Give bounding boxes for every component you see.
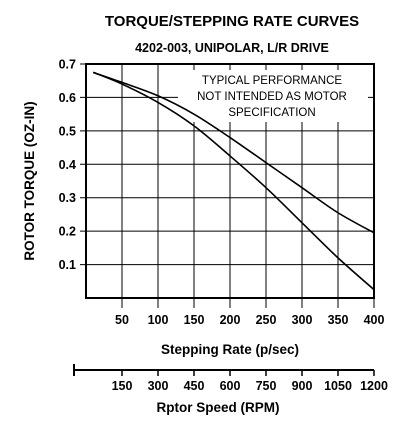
curves xyxy=(92,71,375,291)
y-tick-label: 0.4 xyxy=(59,158,76,172)
rpm-tick-label: 300 xyxy=(148,379,169,393)
rpm-tick-label: 1050 xyxy=(324,379,352,393)
rpm-tick-label: 1200 xyxy=(360,379,388,393)
y-tick-label: 0.2 xyxy=(59,225,76,239)
annotation-line-2: NOT INTENDED AS MOTOR xyxy=(197,91,347,103)
rpm-tick-label: 600 xyxy=(220,379,241,393)
y-tick-label: 0.1 xyxy=(59,258,76,272)
x-tick-label: 400 xyxy=(364,313,385,327)
chart-title: TORQUE/STEPPING RATE CURVES xyxy=(105,13,359,30)
x-axis-label: Stepping Rate (p/sec) xyxy=(161,342,299,357)
annotation-line-1: TYPICAL PERFORMANCE xyxy=(202,75,342,87)
x-tick-labels: 50 100 150 200 250 300 350 400 xyxy=(115,313,384,327)
rpm-tick-label: 450 xyxy=(184,379,205,393)
rpm-axis-label: Rptor Speed (RPM) xyxy=(157,400,280,415)
x-tick-label: 50 xyxy=(115,313,129,327)
chart-subtitle: 4202-003, UNIPOLAR, L/R DRIVE xyxy=(135,41,329,55)
y-tick-label: 0.6 xyxy=(59,91,76,105)
rpm-tick-label: 900 xyxy=(292,379,313,393)
annotation-box: TYPICAL PERFORMANCE NOT INTENDED AS MOTO… xyxy=(178,70,368,122)
plot-frame xyxy=(85,63,375,299)
torque-curve-1 xyxy=(92,71,375,234)
rpm-tick-label: 150 xyxy=(112,379,133,393)
y-tick-label: 0.5 xyxy=(59,124,76,138)
y-tick-label: 0.7 xyxy=(59,58,76,72)
x-tick-label: 300 xyxy=(292,313,313,327)
x-tick-label: 200 xyxy=(220,313,241,327)
y-axis-label: ROTOR TORQUE (OZ-IN) xyxy=(22,101,37,260)
torque-curve-2 xyxy=(92,71,375,291)
x-tick-label: 100 xyxy=(148,313,169,327)
y-tick-labels: 0.1 0.2 0.3 0.4 0.5 0.6 0.7 xyxy=(59,58,76,273)
y-tick-label: 0.3 xyxy=(59,191,76,205)
annotation-line-3: SPECIFICATION xyxy=(228,107,315,119)
x-tick-label: 150 xyxy=(184,313,205,327)
rpm-tick-label: 750 xyxy=(256,379,277,393)
x-tick-label: 350 xyxy=(328,313,349,327)
rpm-axis: 150 300 450 600 750 900 1050 1200 xyxy=(73,364,388,393)
x-tick-label: 250 xyxy=(256,313,277,327)
